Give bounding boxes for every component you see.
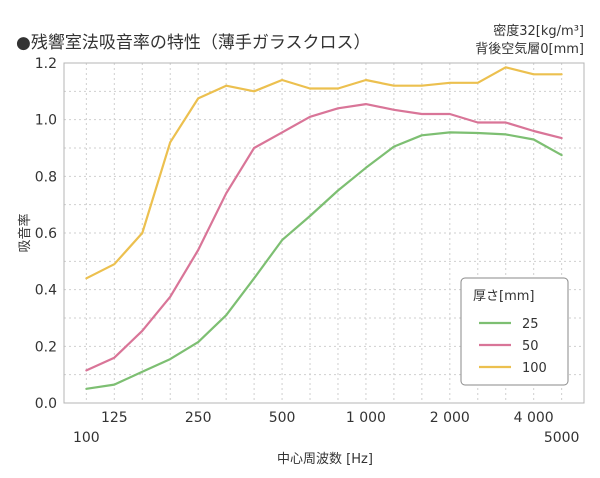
x-tick-label: 1 000	[346, 410, 386, 426]
y-tick-labels: 0.0 0.2 0.4 0.6 0.8 1.0 1.2	[35, 56, 57, 412]
y-tick-label: 0.0	[35, 396, 57, 412]
x-tick-label: 4 000	[514, 410, 554, 426]
legend-label-50: 50	[522, 339, 539, 354]
air-layer-spec: 背後空気層0[mm]	[475, 41, 584, 57]
x-tick-label: 2 000	[430, 410, 470, 426]
y-tick-label: 0.8	[35, 169, 57, 185]
x-axis-title: 中心周波数 [Hz]	[277, 452, 373, 467]
plot-frame	[63, 62, 585, 404]
series-line-50	[85, 103, 563, 372]
y-tick-label: 1.2	[35, 56, 57, 72]
series-line-100	[85, 66, 563, 280]
chart-title: ●残響室法吸音率の特性（薄手ガラスクロス）	[16, 33, 371, 53]
y-tick-label: 0.2	[35, 339, 57, 355]
x-tick-label: 500	[269, 410, 296, 426]
x-tick-label: 5000	[544, 430, 580, 446]
legend-label-100: 100	[522, 361, 547, 376]
y-tick-label: 0.4	[35, 283, 57, 299]
x-tick-label: 250	[185, 410, 212, 426]
legend-label-25: 25	[522, 317, 539, 332]
series-lines	[85, 66, 563, 390]
y-tick-label: 0.6	[35, 226, 57, 242]
density-spec: 密度32[kg/m³]	[493, 23, 584, 39]
y-axis-title: 吸音率	[17, 213, 33, 252]
x-tick-label: 100	[73, 430, 100, 446]
x-tick-label: 125	[101, 410, 128, 426]
legend-box	[460, 277, 569, 386]
series-line-25	[85, 131, 563, 390]
y-tick-label: 1.0	[35, 113, 57, 129]
legend-items: 25 50 100	[479, 317, 547, 376]
x-tick-labels: 125 250 500 1 000 2 000 4 000 100 5000	[73, 410, 579, 446]
legend: 厚さ[mm] 25 50 100	[460, 277, 569, 386]
legend-title: 厚さ[mm]	[473, 289, 534, 304]
